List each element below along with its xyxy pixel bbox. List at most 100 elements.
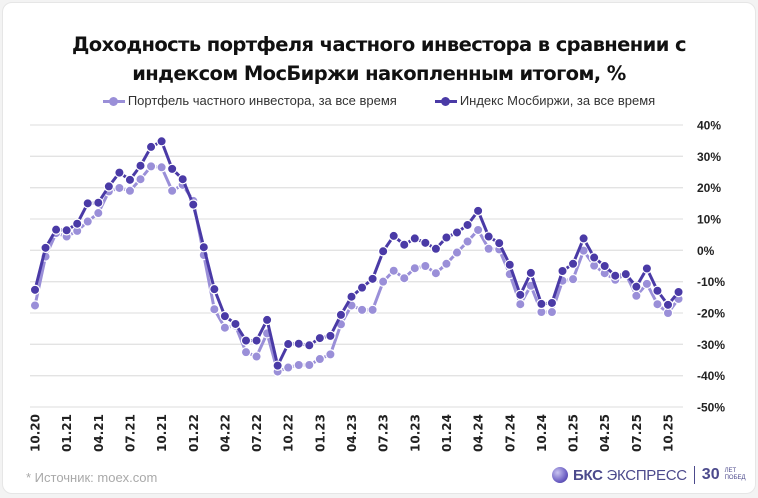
legend-marker-portfolio xyxy=(102,96,125,106)
data-point-index xyxy=(71,218,83,229)
data-point-index xyxy=(145,141,157,153)
chart-title-line2: индексом МосБиржи накопленным итогом, % xyxy=(132,62,626,85)
x-tick-label: 10.22 xyxy=(282,414,296,452)
data-point-portfolio xyxy=(441,258,452,270)
legend-label-index: Индекс Мосбиржи, за все время xyxy=(459,93,656,108)
data-point-index xyxy=(588,252,600,263)
logo-sphere-icon xyxy=(552,467,568,483)
data-point-portfolio xyxy=(462,236,473,247)
data-point-portfolio xyxy=(483,243,494,254)
x-tick-label: 01.25 xyxy=(567,414,581,452)
data-point-index xyxy=(82,198,93,209)
data-point-portfolio xyxy=(219,322,231,333)
logo-name: ЭКСПРЕСС xyxy=(606,466,688,484)
data-point-portfolio xyxy=(240,346,252,358)
data-point-portfolio xyxy=(135,174,146,185)
data-point-index xyxy=(124,174,136,186)
data-point-index xyxy=(156,136,167,147)
data-point-index xyxy=(641,263,653,274)
data-point-portfolio xyxy=(631,290,642,301)
data-point-index xyxy=(399,239,410,250)
legend-item-portfolio: Портфель частного инвестора, за все врем… xyxy=(102,93,397,108)
x-tick-label: 07.22 xyxy=(250,414,264,452)
logo-anniv-small1: ЛЕТ xyxy=(724,468,737,474)
legend-marker-index xyxy=(434,96,457,106)
y-tick-label: 40% xyxy=(697,119,721,133)
data-point-index xyxy=(272,360,283,371)
data-point-portfolio xyxy=(304,359,315,371)
data-point-index xyxy=(388,230,399,242)
x-tick-label: 04.24 xyxy=(472,414,486,452)
x-tick-label: 10.20 xyxy=(29,414,43,452)
data-point-index xyxy=(620,268,632,280)
x-tick-label: 04.23 xyxy=(345,414,359,452)
y-tick-label: 10% xyxy=(697,213,721,227)
data-point-index xyxy=(61,225,72,236)
data-point-index xyxy=(377,246,389,257)
data-point-index xyxy=(462,219,473,231)
x-tick-label: 07.23 xyxy=(377,414,391,452)
data-point-portfolio xyxy=(156,162,167,173)
y-tick-label: -30% xyxy=(697,338,725,352)
data-point-index xyxy=(251,335,262,346)
data-point-index xyxy=(40,242,51,254)
legend: Портфель частного инвестора, за все врем… xyxy=(0,93,758,108)
data-point-index xyxy=(557,265,568,277)
data-point-index xyxy=(283,338,294,350)
data-point-index xyxy=(261,314,273,326)
data-point-index xyxy=(325,330,336,342)
data-point-index xyxy=(304,340,315,351)
data-point-index xyxy=(240,335,252,346)
data-point-portfolio xyxy=(283,362,294,373)
data-point-index xyxy=(29,284,41,296)
x-tick-label: 10.21 xyxy=(155,414,169,452)
data-point-portfolio xyxy=(93,207,104,219)
y-tick-label: -20% xyxy=(697,307,725,321)
data-point-index xyxy=(515,289,526,301)
data-point-index xyxy=(472,205,484,217)
y-tick-label: -10% xyxy=(697,275,725,289)
data-point-index xyxy=(209,283,220,295)
data-point-index xyxy=(451,227,463,238)
data-point-portfolio xyxy=(420,260,431,272)
data-point-index xyxy=(346,291,357,302)
data-point-index xyxy=(409,233,420,244)
data-point-index xyxy=(483,231,494,242)
x-tick-label: 04.21 xyxy=(92,414,106,452)
y-tick-label: -50% xyxy=(697,401,725,415)
x-tick-label: 07.25 xyxy=(630,414,644,452)
data-point-index xyxy=(504,259,515,270)
data-point-portfolio xyxy=(367,304,378,316)
data-point-portfolio xyxy=(430,268,442,279)
logo-anniv-small2: ПОБЕД xyxy=(724,475,746,481)
data-point-index xyxy=(578,233,589,244)
data-point-portfolio xyxy=(399,273,410,284)
data-point-portfolio xyxy=(567,273,579,285)
data-point-index xyxy=(198,241,209,253)
data-point-portfolio xyxy=(124,185,136,196)
data-point-portfolio xyxy=(251,351,262,362)
y-tick-label: 30% xyxy=(697,150,721,164)
data-point-index xyxy=(103,181,115,192)
data-point-portfolio xyxy=(314,353,326,365)
data-point-index xyxy=(546,297,558,309)
data-point-index xyxy=(135,160,146,171)
y-tick-label: -40% xyxy=(697,369,725,383)
data-point-portfolio xyxy=(293,359,304,371)
data-point-index xyxy=(662,299,674,311)
data-point-index xyxy=(430,243,442,254)
data-point-index xyxy=(494,237,505,249)
data-point-index xyxy=(219,310,231,322)
x-tick-label: 01.24 xyxy=(440,414,454,452)
data-point-portfolio xyxy=(325,349,336,360)
x-tick-label: 07.24 xyxy=(503,414,517,452)
x-tick-label: 07.21 xyxy=(123,414,137,452)
data-point-index xyxy=(356,282,368,293)
data-point-index xyxy=(293,338,304,349)
legend-item-index: Индекс Мосбиржи, за все время xyxy=(434,93,656,108)
data-point-portfolio xyxy=(82,216,93,227)
data-point-index xyxy=(631,281,642,292)
data-point-index xyxy=(50,224,62,235)
